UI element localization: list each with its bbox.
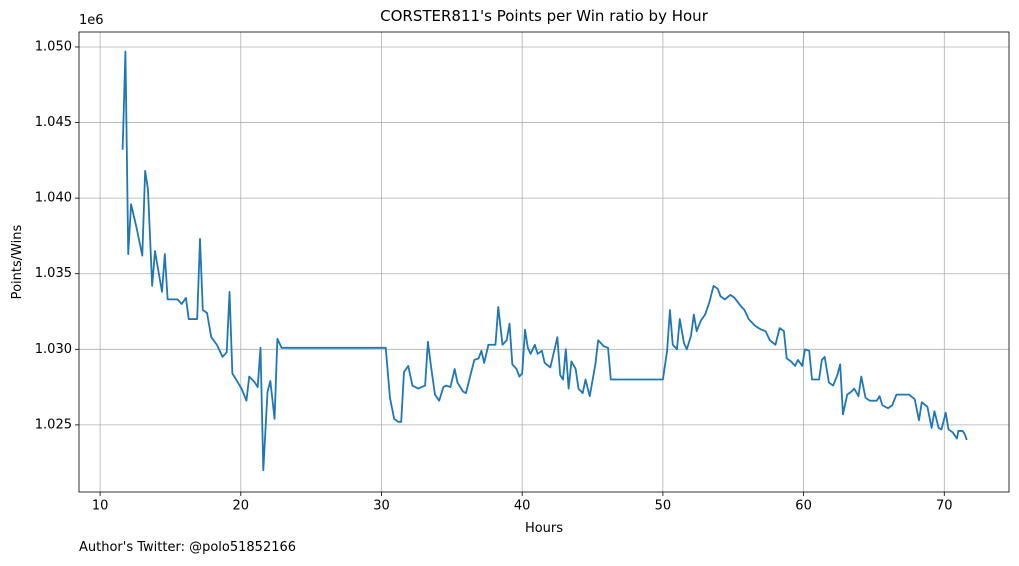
y-tick-label: 1.050 bbox=[35, 39, 72, 54]
x-tick-label: 30 bbox=[373, 499, 390, 514]
chart-title: CORSTER811's Points per Win ratio by Hou… bbox=[380, 7, 709, 25]
y-tick-label: 1.040 bbox=[35, 191, 72, 206]
plot-frame bbox=[78, 31, 1010, 493]
y-tick-label: 1.045 bbox=[35, 115, 72, 130]
footer: Author's Twitter: @polo51852166 bbox=[79, 540, 296, 555]
x-tick-label: 60 bbox=[795, 499, 812, 514]
y-tick-label: 1.025 bbox=[35, 417, 72, 432]
x-tick-label: 10 bbox=[92, 499, 109, 514]
y-tick-label: 1.030 bbox=[35, 342, 72, 357]
y-offset-text: 1e6 bbox=[79, 13, 104, 28]
y-axis-label: Points/Wins bbox=[10, 224, 25, 299]
data-line bbox=[121, 50, 968, 472]
x-tick-label: 40 bbox=[514, 499, 531, 514]
x-tick-label: 70 bbox=[936, 499, 953, 514]
y-tick-label: 1.035 bbox=[35, 266, 72, 281]
x-tick-label: 20 bbox=[233, 499, 250, 514]
x-axis-label: Hours bbox=[525, 521, 563, 536]
x-tick-label: 50 bbox=[655, 499, 672, 514]
